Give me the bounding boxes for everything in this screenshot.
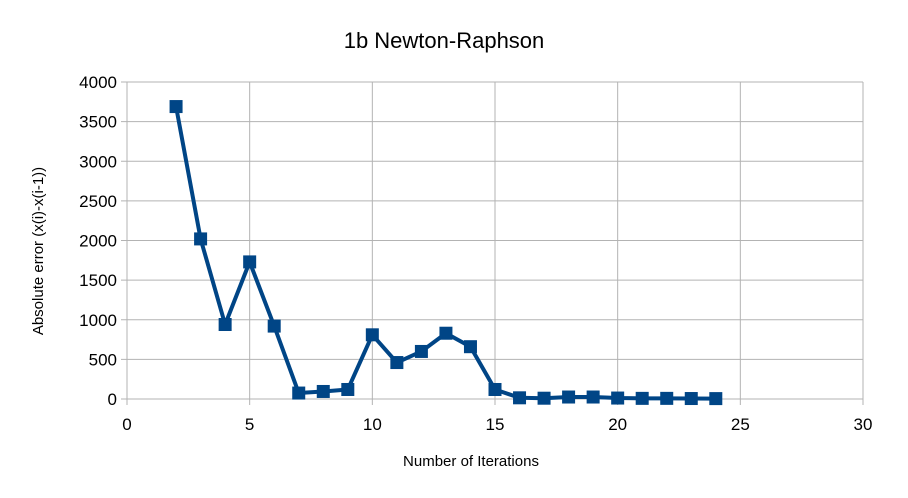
x-tick-label: 0: [122, 415, 131, 434]
y-tick-label: 4000: [79, 73, 117, 92]
y-tick-label: 1500: [79, 271, 117, 290]
data-point: [635, 391, 649, 405]
data-point: [267, 319, 281, 333]
x-axis-label: Number of Iterations: [403, 453, 539, 470]
data-point: [513, 391, 527, 405]
data-point: [194, 232, 208, 246]
x-tick-label: 5: [245, 415, 254, 434]
y-tick-label: 500: [89, 350, 117, 369]
y-tick-label: 2500: [79, 192, 117, 211]
y-axis-ticks: 0 500 1000 1500 2000 2500 3000 3500 4000: [79, 73, 117, 409]
x-tick-label: 15: [486, 415, 505, 434]
data-point: [537, 391, 551, 405]
x-axis-ticks: 0 5 10 15 20 25 30: [122, 415, 872, 434]
data-point: [390, 356, 404, 370]
data-point: [463, 340, 477, 354]
data-point: [684, 392, 698, 406]
data-point: [660, 391, 674, 405]
data-point: [243, 255, 257, 269]
data-point: [365, 328, 379, 342]
x-tick-label: 25: [731, 415, 750, 434]
data-point: [218, 318, 232, 332]
y-tick-label: 3500: [79, 113, 117, 132]
x-tick-label: 30: [854, 415, 873, 434]
data-series: [169, 100, 723, 406]
data-point: [414, 344, 428, 358]
y-tick-label: 1000: [79, 311, 117, 330]
data-point: [488, 382, 502, 396]
data-point: [439, 326, 453, 340]
data-point: [709, 392, 723, 406]
x-tick-label: 20: [608, 415, 627, 434]
y-tick-label: 3000: [79, 152, 117, 171]
data-point: [562, 390, 576, 404]
grid: [121, 81, 864, 405]
data-point: [169, 100, 183, 114]
y-axis-label: Absolute error (x(i)-x(i-1)): [30, 167, 47, 335]
data-point: [292, 386, 306, 400]
data-point: [611, 391, 625, 405]
data-point: [341, 382, 355, 396]
data-point: [316, 384, 330, 398]
data-point: [586, 390, 600, 404]
y-tick-label: 2000: [79, 232, 117, 251]
x-tick-label: 10: [363, 415, 382, 434]
y-tick-label: 0: [108, 390, 117, 409]
chart-title: 1b Newton-Raphson: [344, 28, 545, 53]
